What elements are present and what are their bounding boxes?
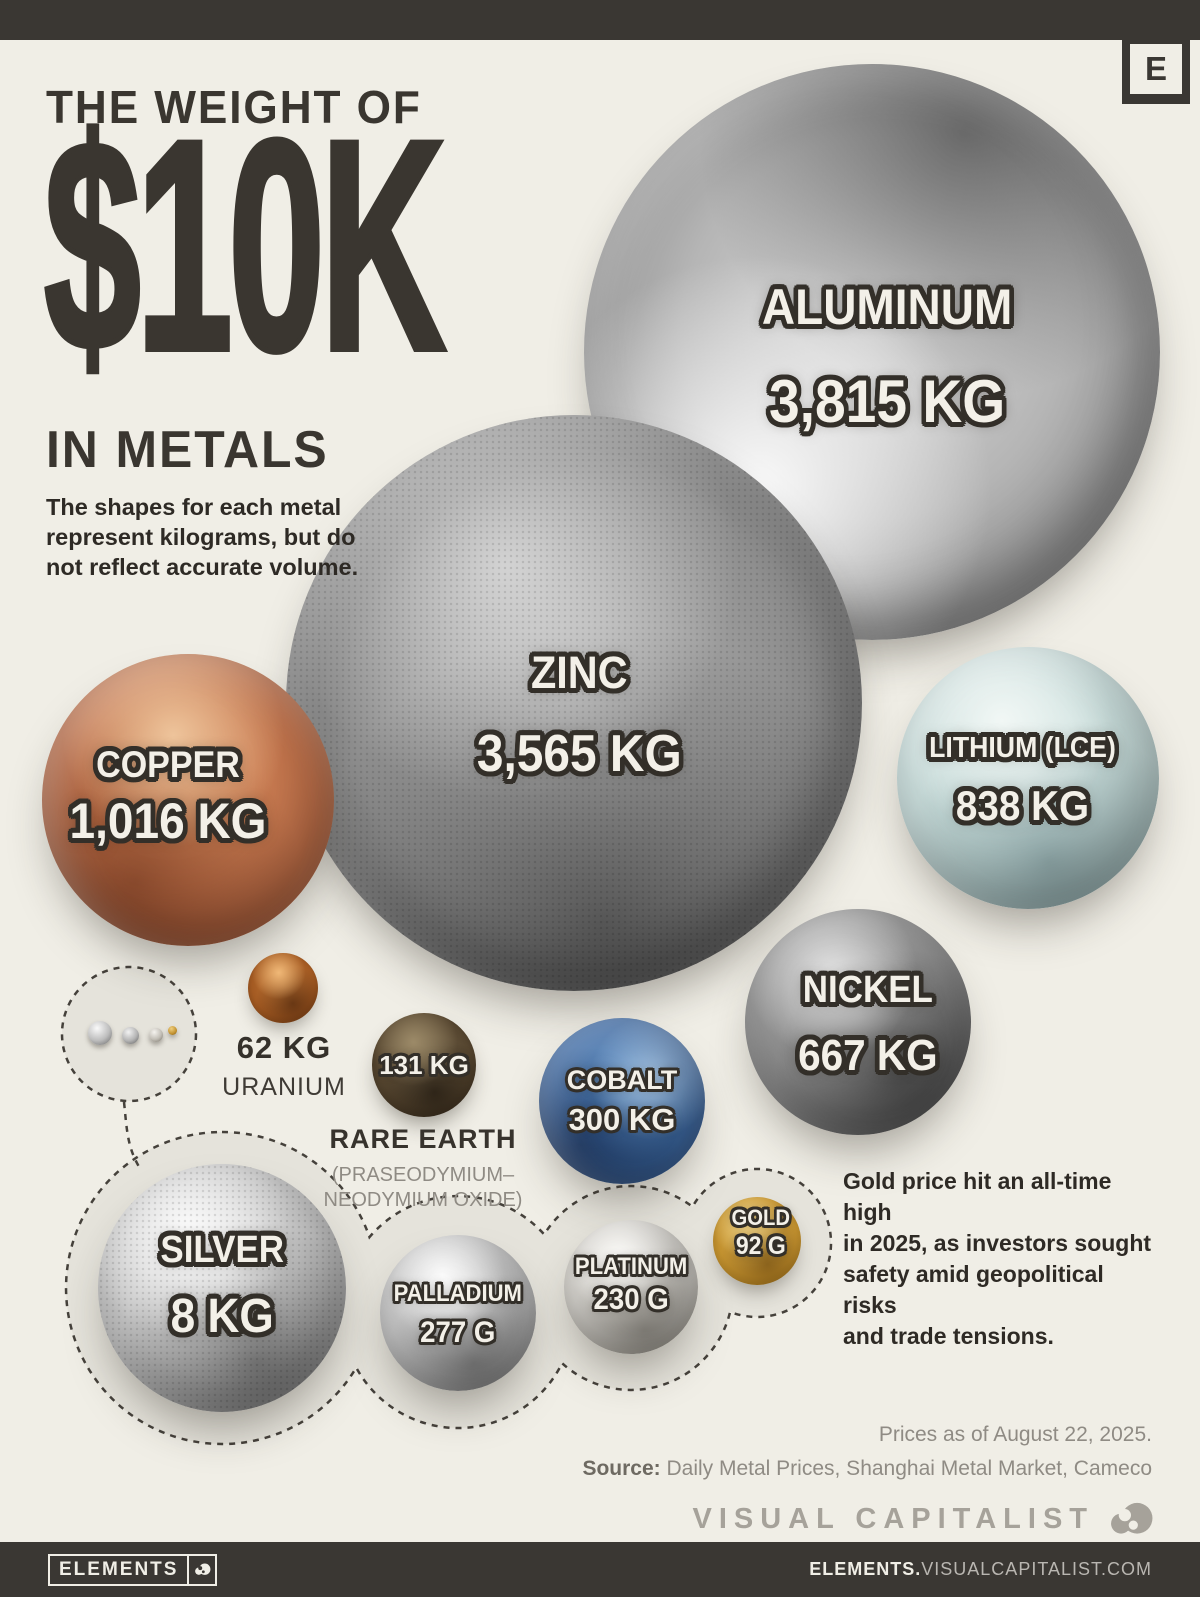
visual-capitalist-logo-icon (1111, 1502, 1153, 1534)
metal-subname: (PRASEODYMIUM– NEODYMIUM OXIDE) (323, 1164, 523, 1211)
top-bar (0, 0, 1200, 40)
nickel-sphere: NICKEL 667 KG (745, 909, 971, 1135)
badge-divider (187, 1555, 190, 1584)
lithium-label: LITHIUM (LCE) 838 KG (928, 731, 1116, 829)
metal-name: ALUMINUM (761, 279, 1013, 335)
metal-weight: 230 G (593, 1283, 669, 1316)
bottom-bar: ELEMENTS ELEMENTS.VISUALCAPITALIST.COM (0, 1542, 1200, 1597)
rare-earth-caption: RARE EARTH (PRASEODYMIUM– NEODYMIUM OXID… (318, 1124, 528, 1213)
elements-badge: ELEMENTS (48, 1553, 218, 1586)
metal-weight: 131 KG (379, 1050, 469, 1080)
metal-weight: 3,815 KG (768, 368, 1006, 435)
prices-date-note: Prices as of August 22, 2025. (878, 1423, 1152, 1446)
uranium-caption: 62 KG URANIUM (194, 1030, 374, 1102)
footer-url: ELEMENTS.VISUALCAPITALIST.COM (809, 1559, 1152, 1579)
footnote: Prices as of August 22, 2025. Source: Da… (582, 1423, 1152, 1481)
palladium-sphere: PALLADIUM 277 G (380, 1235, 536, 1391)
metal-name: COPPER (96, 744, 240, 785)
tiny-silver-sphere (88, 1021, 112, 1045)
metal-weight: 277 G (420, 1316, 496, 1349)
silver-sphere: SILVER 8 KG (98, 1164, 346, 1412)
metal-name: URANIUM (222, 1073, 346, 1101)
metal-name: NICKEL (802, 968, 934, 1011)
metal-weight: 3,565 KG (476, 725, 682, 783)
metal-weight: 667 KG (798, 1030, 938, 1080)
magnifier-connector-line (122, 1101, 143, 1171)
gold-annotation-lead: Gold (843, 1168, 896, 1194)
metal-weight: 838 KG (955, 781, 1089, 829)
nickel-label: NICKEL 667 KG (798, 971, 938, 1078)
metal-weight: 1,016 KG (69, 793, 267, 849)
uranium-sphere (248, 953, 318, 1023)
page-title: $10K (42, 77, 448, 413)
title-kicker: THE WEIGHT OF (46, 81, 422, 133)
silver-label: SILVER 8 KG (160, 1231, 284, 1341)
lithium-sphere: LITHIUM (LCE) 838 KG (897, 647, 1159, 909)
copper-label: COPPER 1,016 KG (70, 746, 267, 846)
platinum-label: PLATINUM 230 G (575, 1255, 687, 1315)
elements-badge-label: ELEMENTS (59, 1558, 179, 1580)
metal-name: SILVER (160, 1229, 284, 1271)
metal-name: PLATINUM (574, 1253, 688, 1280)
rare-earth-label: 131 KG (379, 1052, 469, 1078)
gold-annotation: Gold price hit an all-time high in 2025,… (843, 1168, 1152, 1349)
aluminum-label: ALUMINUM 3,815 KG (762, 282, 1012, 432)
palladium-label: PALLADIUM 277 G (394, 1282, 522, 1348)
platinum-sphere: PLATINUM 230 G (564, 1220, 698, 1354)
rare-earth-sphere: 131 KG (372, 1013, 476, 1117)
visual-capitalist-brand: VISUAL CAPITALIST (693, 1496, 1155, 1542)
metal-name: GOLD (731, 1205, 791, 1230)
zinc-label: ZINC 3,565 KG (477, 650, 682, 780)
e-logo-letter: E (1144, 50, 1167, 87)
tiny-platinum-sphere (149, 1028, 163, 1042)
metal-name: COBALT (566, 1065, 678, 1095)
source-note: Source: Daily Metal Prices, Shanghai Met… (582, 1457, 1152, 1480)
intro-note: The shapes for each metal represent kilo… (46, 494, 359, 580)
gold-label: GOLD 92 G (732, 1207, 790, 1259)
elements-e-logo: E (1122, 0, 1190, 104)
metal-weight: 8 KG (170, 1290, 274, 1343)
copper-sphere: COPPER 1,016 KG (42, 654, 334, 946)
tiny-gold-sphere (168, 1026, 177, 1035)
visual-capitalist-wordmark: VISUAL CAPITALIST (692, 1502, 1094, 1535)
cobalt-sphere: COBALT 300 KG (539, 1018, 705, 1184)
title-subhead: IN METALS (46, 421, 329, 479)
cobalt-label: COBALT 300 KG (566, 1065, 678, 1137)
metal-name: LITHIUM (LCE) (928, 731, 1116, 764)
metal-name: ZINC (530, 647, 628, 698)
tiny-palladium-sphere (122, 1027, 139, 1044)
metal-weight: 300 KG (568, 1102, 676, 1137)
metal-name: RARE EARTH (329, 1124, 517, 1154)
metal-weight: 92 G (736, 1232, 786, 1260)
metal-name: PALLADIUM (393, 1280, 523, 1307)
metal-weight: 62 KG (236, 1030, 332, 1065)
elements-logo-icon (189, 1556, 215, 1584)
gold-sphere: GOLD 92 G (713, 1197, 801, 1285)
zinc-sphere: ZINC 3,565 KG (286, 415, 862, 991)
